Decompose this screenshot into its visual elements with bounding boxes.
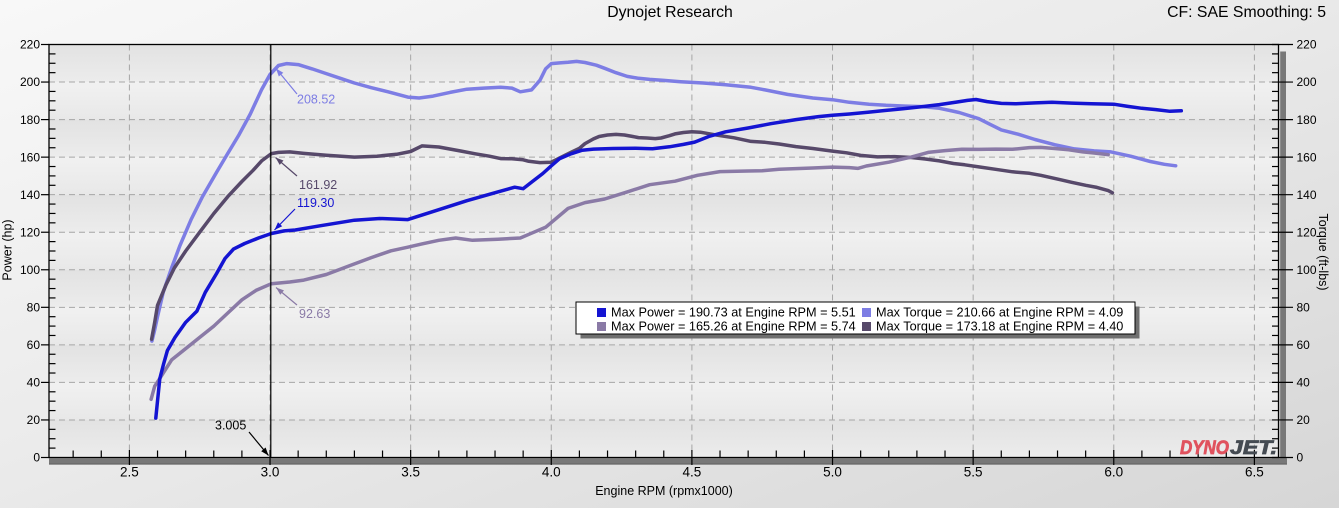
svg-text:20: 20 <box>1297 413 1311 427</box>
svg-text:6.5: 6.5 <box>1245 465 1264 480</box>
svg-text:200: 200 <box>1297 75 1317 89</box>
svg-text:60: 60 <box>1297 338 1311 352</box>
svg-text:120: 120 <box>1297 225 1317 239</box>
svg-text:5.0: 5.0 <box>823 465 842 480</box>
svg-text:180: 180 <box>20 113 40 127</box>
svg-text:140: 140 <box>20 188 40 202</box>
svg-text:6.0: 6.0 <box>1104 465 1123 480</box>
svg-text:4.0: 4.0 <box>542 465 561 480</box>
svg-text:120: 120 <box>20 225 40 239</box>
svg-text:80: 80 <box>27 301 41 315</box>
svg-text:92.63: 92.63 <box>299 307 330 321</box>
svg-text:4.5: 4.5 <box>683 465 702 480</box>
svg-text:3.0: 3.0 <box>261 465 280 480</box>
svg-text:CF: SAE Smoothing: 5: CF: SAE Smoothing: 5 <box>1167 4 1326 21</box>
svg-text:40: 40 <box>1297 376 1311 390</box>
svg-text:119.30: 119.30 <box>297 196 334 210</box>
svg-text:JET.: JET. <box>1230 437 1277 459</box>
svg-text:Max Power = 190.73 at Engine R: Max Power = 190.73 at Engine RPM = 5.51 <box>611 306 856 320</box>
svg-text:Power (hp): Power (hp) <box>1 219 15 280</box>
svg-text:Max Torque = 210.66 at Engine: Max Torque = 210.66 at Engine RPM = 4.09 <box>876 306 1123 320</box>
svg-text:3.5: 3.5 <box>401 465 420 480</box>
svg-text:160: 160 <box>1297 150 1317 164</box>
svg-text:208.52: 208.52 <box>297 93 335 107</box>
svg-text:Dynojet Research: Dynojet Research <box>607 4 733 21</box>
svg-text:Max Torque = 173.18 at Engine: Max Torque = 173.18 at Engine RPM = 4.40 <box>876 320 1123 334</box>
svg-text:220: 220 <box>1297 38 1317 52</box>
svg-text:161.92: 161.92 <box>299 178 337 192</box>
svg-text:Engine RPM (rpmx1000): Engine RPM (rpmx1000) <box>595 484 733 498</box>
svg-text:80: 80 <box>1297 301 1311 315</box>
svg-text:Torque (ft-lbs): Torque (ft-lbs) <box>1316 213 1330 290</box>
svg-text:220: 220 <box>20 38 40 52</box>
svg-text:180: 180 <box>1297 113 1317 127</box>
svg-text:0: 0 <box>1297 451 1304 465</box>
svg-text:100: 100 <box>1297 263 1317 277</box>
svg-text:DYNO: DYNO <box>1180 437 1229 459</box>
svg-text:0: 0 <box>33 451 40 465</box>
svg-text:200: 200 <box>20 75 40 89</box>
svg-text:40: 40 <box>27 376 41 390</box>
svg-text:3.005: 3.005 <box>215 419 246 433</box>
svg-text:2.5: 2.5 <box>120 465 139 480</box>
svg-text:20: 20 <box>27 413 41 427</box>
svg-text:100: 100 <box>20 263 40 277</box>
svg-text:Max Power = 165.26 at Engine R: Max Power = 165.26 at Engine RPM = 5.74 <box>611 320 856 334</box>
svg-text:60: 60 <box>27 338 41 352</box>
svg-text:5.5: 5.5 <box>964 465 983 480</box>
svg-text:160: 160 <box>20 150 40 164</box>
svg-text:140: 140 <box>1297 188 1317 202</box>
